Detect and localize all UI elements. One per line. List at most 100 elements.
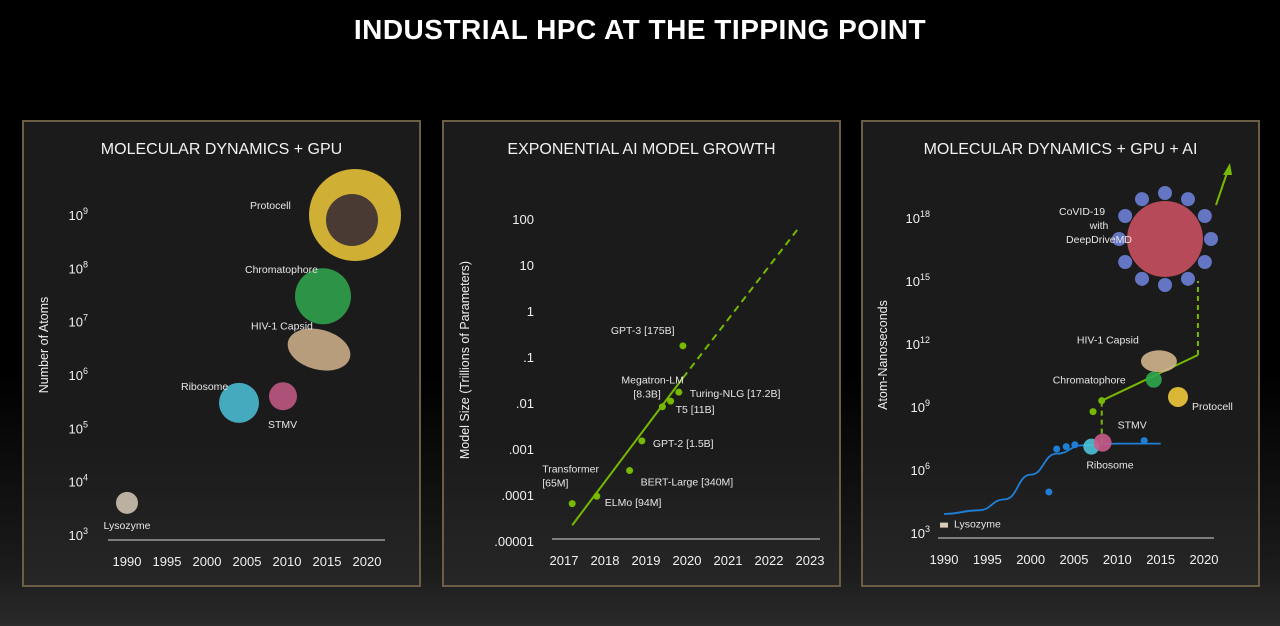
data-point: [593, 492, 601, 500]
molecule-marker: [269, 382, 297, 411]
molecule-marker: [287, 328, 351, 371]
molecule-label: Lysozyme: [104, 520, 151, 532]
point-label: Turing-NLG [17.2B]: [690, 388, 781, 400]
panel-title: MOLECULAR DYNAMICS + GPU + AI: [923, 141, 1198, 158]
x-tick-label: 2020: [673, 553, 702, 568]
molecule-label: CoVID-19: [1059, 206, 1105, 218]
x-tick-label: 2000: [1016, 552, 1045, 567]
molecule-label: with: [1089, 220, 1109, 232]
y-tick-label: 107: [69, 313, 88, 330]
data-point: [638, 437, 646, 445]
gpu-data-point: [1053, 445, 1061, 453]
y-tick-label: 103: [911, 524, 930, 541]
molecule-label: HIV-1 Capsid: [251, 321, 313, 333]
y-tick-label: 109: [911, 398, 930, 415]
x-tick-label: 2005: [1060, 552, 1089, 567]
y-tick-label: 108: [69, 259, 88, 276]
x-tick-label: 1990: [113, 554, 142, 569]
y-tick-label: 106: [69, 366, 88, 383]
x-tick-label: 2022: [755, 553, 784, 568]
gpu-data-point: [1140, 437, 1148, 445]
x-tick-label: 2005: [233, 554, 262, 569]
molecule-marker: [1168, 386, 1188, 407]
data-point: [568, 500, 576, 508]
molecule-label: Lysozyme: [954, 519, 1001, 531]
molecule-label: Ribosome: [181, 381, 228, 393]
point-label: [8.3B]: [633, 389, 661, 401]
gpu-data-point: [1045, 488, 1053, 496]
spike-protein-marker: [1135, 271, 1149, 286]
y-tick-label: .0001: [501, 488, 534, 503]
gpu-data-point: [1062, 443, 1070, 451]
y-tick-label: 104: [69, 473, 88, 490]
spike-protein-marker: [1112, 232, 1126, 246]
y-tick-label: 1015: [906, 272, 930, 289]
molecule-label: Protocell: [1192, 401, 1233, 413]
x-tick-label: 2023: [796, 553, 825, 568]
molecule-marker: [1127, 201, 1203, 277]
x-tick-label: 2015: [1146, 552, 1175, 567]
spike-protein-marker: [1204, 232, 1218, 246]
molecule-marker: [295, 268, 351, 325]
y-tick-label: 100: [512, 212, 534, 227]
y-axis-label: Model Size (Trillions of Parameters): [458, 261, 472, 459]
ai-data-point: [1098, 397, 1106, 405]
trend-line-solid: [571, 377, 684, 526]
y-tick-label: 10: [520, 258, 534, 273]
panel-title: EXPONENTIAL AI MODEL GROWTH: [507, 141, 776, 158]
point-label: BERT-Large [340M]: [641, 477, 734, 489]
y-tick-label: .00001: [494, 534, 534, 549]
point-label: Megatron-LM: [621, 375, 683, 387]
spike-protein-marker: [1118, 255, 1133, 269]
molecule-marker: [1140, 350, 1177, 373]
x-tick-label: 2020: [353, 554, 382, 569]
spike-protein-marker: [1181, 271, 1195, 286]
y-tick-label: .01: [516, 396, 534, 411]
x-tick-label: 2015: [313, 554, 342, 569]
point-label: ELMo [94M]: [605, 497, 662, 509]
molecule-label: Chromatophore: [1053, 375, 1126, 387]
trend-line-projected: [682, 228, 799, 379]
molecule-label: Chromatophore: [245, 264, 318, 276]
y-tick-label: .1: [523, 350, 534, 365]
molecule-marker: [116, 491, 138, 514]
spike-protein-marker: [1158, 186, 1172, 200]
gpu-trend-curve: [943, 442, 1161, 515]
y-tick-label: 1018: [906, 209, 930, 226]
molecule-marker: [219, 382, 259, 423]
x-tick-label: 2010: [273, 554, 302, 569]
x-tick-label: 2020: [1190, 552, 1219, 567]
growth-arrow: [1215, 169, 1229, 206]
spike-protein-marker: [1181, 192, 1195, 207]
x-tick-label: 2010: [1103, 552, 1132, 567]
data-point: [679, 342, 687, 350]
y-tick-label: .001: [509, 442, 534, 457]
x-tick-label: 2018: [591, 553, 620, 568]
x-tick-label: 2017: [550, 553, 579, 568]
molecule-label: STMV: [1118, 420, 1147, 432]
spike-protein-marker: [1135, 192, 1149, 207]
panel-ai-growth: EXPONENTIAL AI MODEL GROWTH: [442, 120, 841, 587]
point-label: [65M]: [542, 478, 568, 490]
point-label: GPT-3 [175B]: [611, 325, 675, 337]
y-axis-label: Atom-Nanoseconds: [876, 300, 890, 410]
spike-protein-marker: [1197, 209, 1212, 223]
molecule-label: Protocell: [250, 200, 291, 212]
panel-title: MOLECULAR DYNAMICS + GPU: [100, 141, 343, 158]
data-point: [675, 388, 683, 396]
molecule-label: HIV-1 Capsid: [1077, 334, 1139, 346]
data-point: [667, 397, 675, 405]
y-tick-label: 106: [911, 461, 930, 478]
data-point: [658, 403, 666, 411]
molecule-label: Ribosome: [1086, 460, 1133, 472]
x-tick-label: 1995: [973, 552, 1002, 567]
slide-title: INDUSTRIAL HPC AT THE TIPPING POINT: [353, 14, 927, 45]
point-label: Transformer: [542, 464, 599, 476]
point-label: GPT-2 [1.5B]: [653, 438, 714, 450]
y-tick-label: 109: [69, 206, 88, 223]
spike-protein-marker: [1118, 209, 1133, 223]
x-tick-label: 1995: [153, 554, 182, 569]
point-label: T5 [11B]: [676, 404, 715, 416]
y-tick-label: 105: [69, 419, 88, 436]
